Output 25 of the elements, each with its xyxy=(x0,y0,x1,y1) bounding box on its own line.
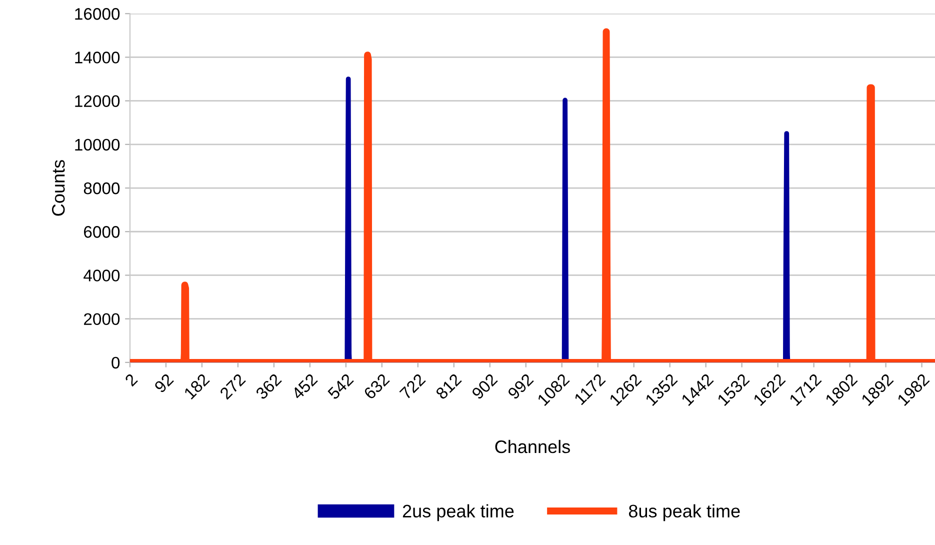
x-tick-label: 452 xyxy=(290,373,318,400)
x-tick-label: 542 xyxy=(327,373,354,400)
x-tick-label: 92 xyxy=(154,373,174,394)
y-tick-label: 12000 xyxy=(75,95,120,108)
y-tick-label: 2000 xyxy=(84,313,120,326)
y-tick-label: 4000 xyxy=(84,270,120,282)
y-axis-title: Counts xyxy=(52,160,65,216)
x-tick-label: 902 xyxy=(471,373,498,400)
legend-label: 8us peak time xyxy=(628,504,740,522)
y-tick-label: 10000 xyxy=(75,138,120,151)
y-tick-label: 14000 xyxy=(75,52,120,64)
x-tick-label: 272 xyxy=(219,373,246,400)
x-tick-label: 632 xyxy=(363,373,390,400)
x-tick-label: 362 xyxy=(255,373,282,400)
y-tick-label: 16000 xyxy=(75,8,120,20)
y-tick-label: 0 xyxy=(112,356,120,369)
x-tick-label: 812 xyxy=(435,373,462,400)
x-axis-title: Channels xyxy=(495,440,570,454)
x-tick-label: 182 xyxy=(184,373,210,400)
y-tick-label: 6000 xyxy=(84,226,120,238)
y-tick-label: 8000 xyxy=(84,182,120,194)
legend-label: 2us peak time xyxy=(402,504,514,522)
x-tick-label: 2 xyxy=(124,373,138,387)
x-tick-label: 722 xyxy=(399,373,426,400)
x-tick-label: 992 xyxy=(507,373,534,400)
